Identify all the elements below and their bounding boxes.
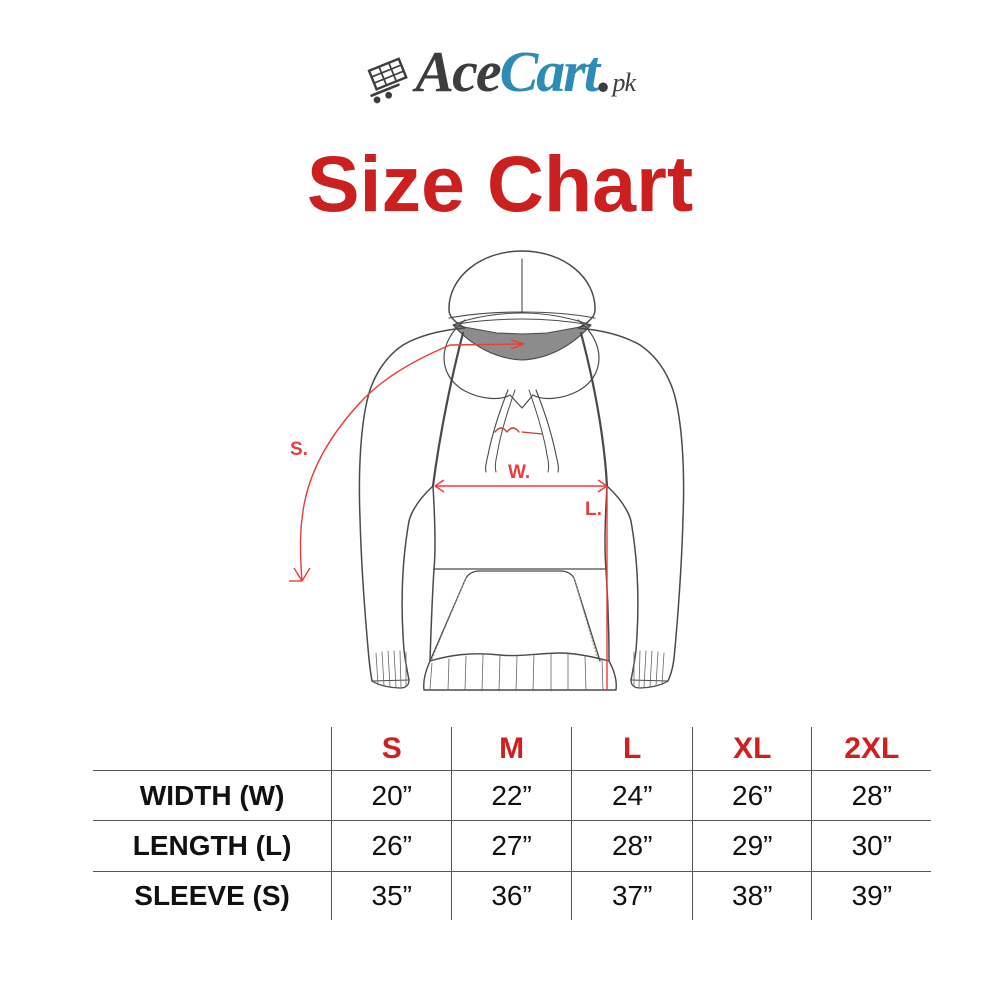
svg-text:W.: W.	[508, 462, 530, 483]
svg-text:S.: S.	[290, 439, 308, 460]
svg-text:L.: L.	[585, 499, 602, 520]
